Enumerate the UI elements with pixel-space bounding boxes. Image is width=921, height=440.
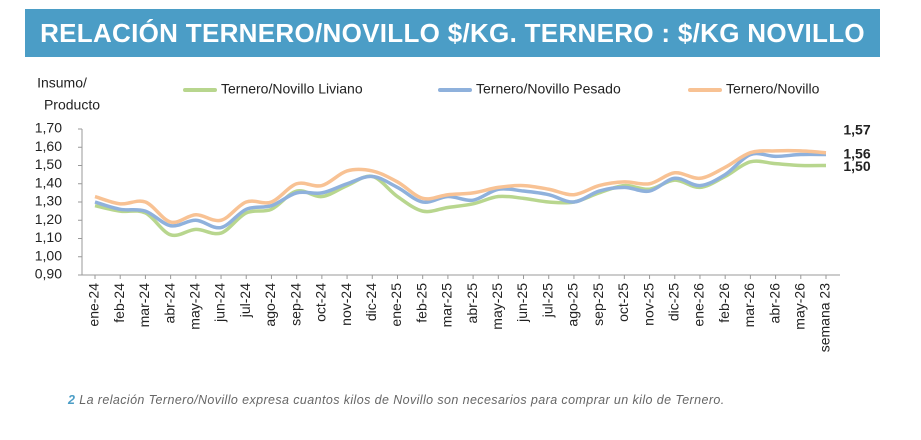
x-tick-label: ene-24: [86, 283, 102, 327]
x-tick-label: nov-24: [338, 283, 354, 326]
x-tick-label: jul-24: [237, 283, 253, 318]
value-label: 1,50: [843, 158, 870, 174]
x-tick-label: mar-24: [136, 283, 152, 328]
x-tick-label: nov-25: [640, 283, 656, 326]
y-tick-label: 1,40: [35, 174, 62, 190]
chart-title: RELACIÓN TERNERO/NOVILLO $/KG. TERNERO :…: [25, 9, 880, 57]
x-tick-label: ene-26: [691, 283, 707, 327]
x-tick-label: sep-24: [287, 283, 303, 326]
x-tick-label: abr-25: [464, 283, 480, 324]
x-tick-label: mar-25: [439, 283, 455, 328]
x-tick-label: may-25: [489, 283, 505, 330]
x-tick-label: abr-24: [161, 283, 177, 324]
x-tick-label: oct-24: [313, 283, 329, 322]
x-tick-label: semana 23: [817, 283, 833, 352]
x-tick-label: feb-25: [413, 283, 429, 323]
y-tick-label: 1,70: [35, 120, 62, 136]
y-tick-label: 1,30: [35, 193, 62, 209]
legend-label: Ternero/Novillo: [726, 81, 820, 97]
x-tick-label: oct-25: [615, 283, 631, 322]
x-tick-label: ago-24: [262, 283, 278, 327]
x-tick-label: jun-25: [514, 283, 530, 323]
x-tick-label: jun-24: [212, 283, 228, 323]
y-axis-label: Insumo/: [37, 75, 87, 91]
x-tick-label: jul-25: [539, 283, 555, 318]
x-tick-label: ene-25: [388, 283, 404, 327]
x-tick-label: may-24: [187, 283, 203, 330]
value-label: 1,57: [843, 121, 870, 137]
x-tick-label: dic-24: [363, 283, 379, 321]
y-tick-label: 1,20: [35, 211, 62, 227]
y-axis-label: Producto: [44, 97, 100, 113]
x-tick-label: ago-25: [565, 283, 581, 327]
series-line: [94, 151, 827, 230]
x-tick-label: may-26: [791, 283, 807, 330]
x-tick-label: feb-24: [111, 283, 127, 323]
footnote: 2 La relación Ternero/Novillo expresa cu…: [68, 392, 828, 408]
footnote-number: 2: [68, 393, 76, 407]
y-tick-label: 0,90: [35, 266, 62, 282]
footnote-text: La relación Ternero/Novillo expresa cuan…: [79, 393, 725, 407]
y-tick-label: 1,50: [35, 156, 62, 172]
x-tick-label: dic-25: [665, 283, 681, 321]
x-tick-label: abr-26: [766, 283, 782, 324]
series-line: [94, 148, 827, 225]
legend-label: Ternero/Novillo Liviano: [221, 81, 363, 97]
y-tick-label: 1,00: [35, 247, 62, 263]
y-tick-label: 1,10: [35, 229, 62, 245]
legend-label: Ternero/Novillo Pesado: [476, 81, 621, 97]
x-tick-label: feb-26: [716, 283, 732, 323]
x-tick-label: sep-25: [590, 283, 606, 326]
x-tick-label: mar-26: [741, 283, 757, 328]
y-tick-label: 1,60: [35, 138, 62, 154]
value-label: 1,56: [843, 145, 870, 161]
